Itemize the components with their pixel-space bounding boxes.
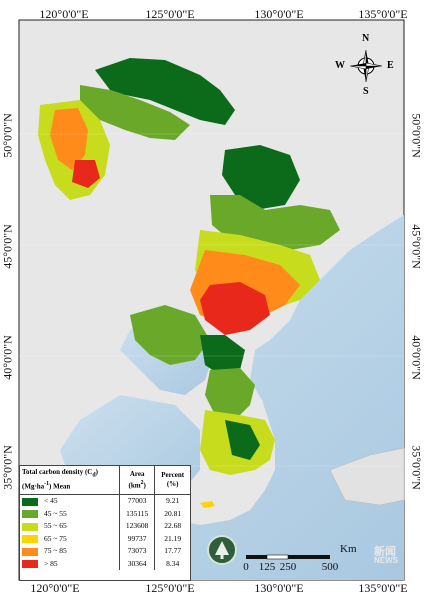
- region-north-green: [95, 58, 235, 125]
- legend-swatch: [22, 510, 38, 519]
- legend-row: 75 ~ 85 73073 17.77: [20, 544, 190, 558]
- scale-label-500: 500: [321, 561, 339, 573]
- watermark-news: NEWS: [374, 556, 398, 565]
- scale-label-250: 250: [279, 561, 297, 573]
- compass-icon: [349, 49, 383, 83]
- region-west-orange: [50, 108, 88, 170]
- watermark-news-cn: 新闻: [374, 546, 396, 558]
- legend-row: 55 ~ 65 123608 22.68: [20, 519, 190, 533]
- right-tick-40n: 40°0'0"N: [409, 335, 424, 380]
- japan-islands: [329, 447, 405, 506]
- region-liaoning-green: [130, 305, 210, 365]
- scale-label-0: 0: [243, 561, 249, 573]
- legend-swatch: [22, 497, 38, 506]
- legend-header-percent: Percent (%): [154, 466, 190, 495]
- jeju-island: [200, 501, 215, 508]
- region-changbai-red: [200, 282, 270, 335]
- right-tick-50n: 50°0'0"N: [409, 113, 424, 158]
- left-tick-50n: 50°0'0"N: [0, 113, 15, 158]
- right-tick-35n: 35°0'0"N: [409, 445, 424, 490]
- top-tick-135e: 135°0'0"E: [358, 7, 408, 21]
- legend-row: 45 ~ 55 135115 20.81: [20, 507, 190, 520]
- scale-label-125: 125: [258, 561, 276, 573]
- compass-n-label: N: [362, 33, 370, 44]
- university-logo: [207, 535, 237, 565]
- left-tick-40n: 40°0'0"N: [0, 335, 15, 380]
- compass-e-label: E: [387, 60, 394, 71]
- scale-unit: Km: [340, 543, 357, 555]
- left-tick-35n: 35°0'0"N: [0, 445, 15, 490]
- sea-area: [19, 215, 404, 580]
- left-tick-45n: 45°0'0"N: [0, 224, 15, 269]
- legend-swatch: [22, 535, 38, 544]
- legend-header-density: Total carbon density (Cd) (Mg·ha-1) Mean: [20, 466, 120, 495]
- legend-table: Total carbon density (Cd) (Mg·ha-1) Mean…: [19, 465, 191, 581]
- region-west-red: [72, 160, 100, 188]
- legend-swatch: [22, 560, 38, 569]
- top-tick-125e: 125°0'0"E: [145, 7, 195, 21]
- legend-swatch: [22, 522, 38, 531]
- legend-row: 65 ~ 75 99737 21.19: [20, 532, 190, 545]
- legend-row: > 85 30364 8.34: [20, 557, 190, 570]
- scale-bar: [246, 554, 330, 560]
- top-tick-130e: 130°0'0"E: [254, 7, 304, 21]
- top-tick-120e: 120°0'0"E: [39, 7, 89, 21]
- legend-header-area: Area (km2): [118, 466, 155, 495]
- compass-w-label: W: [335, 60, 345, 71]
- region-korea-north: [205, 368, 255, 420]
- bottom-tick-125e: 125°0'0"E: [145, 581, 195, 595]
- legend-swatch: [22, 547, 38, 556]
- compass-s-label: S: [363, 86, 369, 97]
- bottom-tick-120e: 120°0'0"E: [30, 581, 80, 595]
- bottom-tick-130e: 130°0'0"E: [254, 581, 304, 595]
- region-north-mid: [80, 85, 190, 140]
- region-korea-south-green: [225, 420, 260, 460]
- region-liaoning-dark: [200, 335, 245, 375]
- bottom-tick-135e: 135°0'0"E: [358, 581, 408, 595]
- right-tick-45n: 45°0'0"N: [409, 224, 424, 269]
- region-ne-green: [222, 145, 300, 210]
- legend-row: < 45 77003 9.21: [20, 494, 190, 508]
